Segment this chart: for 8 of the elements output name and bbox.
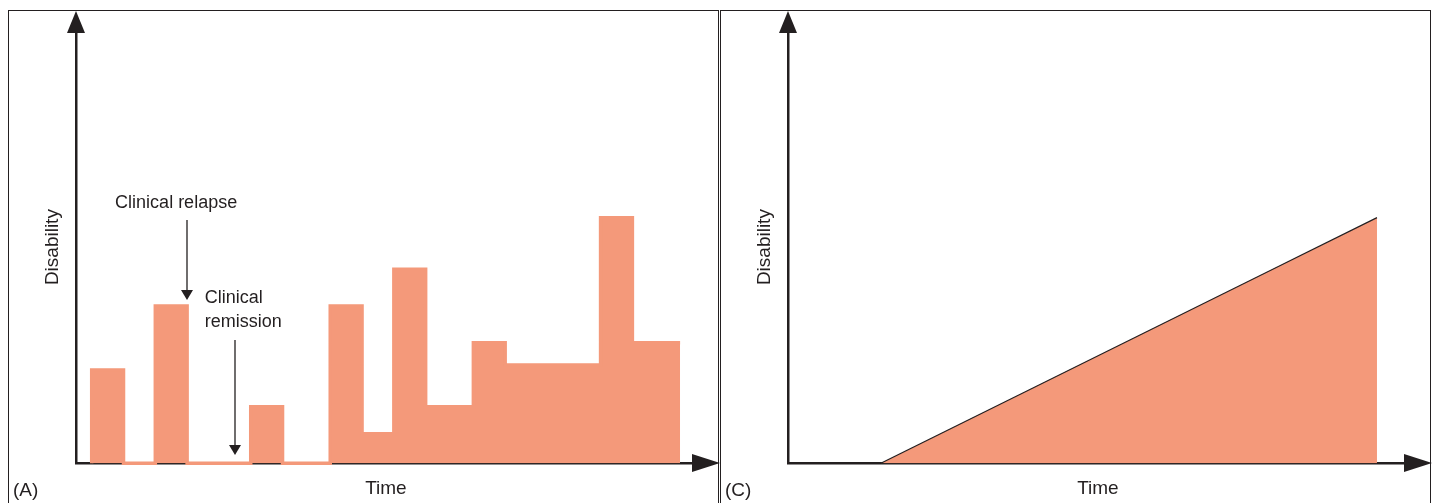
text: Clinical relapse [115,191,238,215]
y-axis-title: Disability [752,208,774,286]
x-axis-title: Time [1077,476,1119,498]
text: (C) [725,479,752,501]
x-axis-title: Time [365,476,407,498]
annotation: Clinical remission [204,286,283,334]
text: (A) [13,479,39,501]
y-axis-title: Disability [40,208,62,286]
